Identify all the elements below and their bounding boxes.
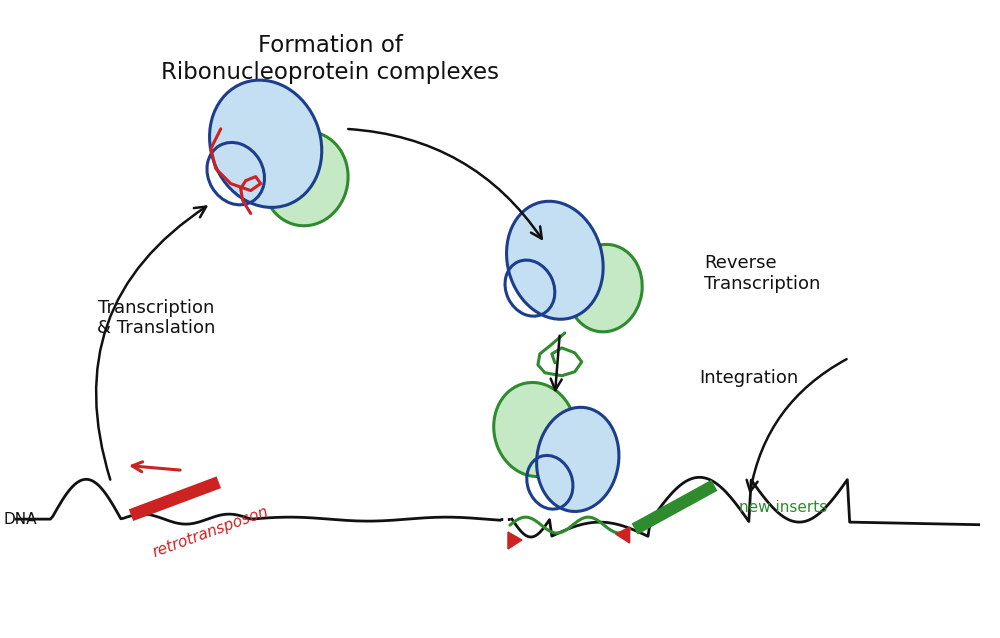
Ellipse shape: [507, 201, 603, 319]
Ellipse shape: [537, 407, 619, 512]
Polygon shape: [508, 532, 522, 549]
Ellipse shape: [494, 383, 576, 477]
Ellipse shape: [210, 80, 322, 207]
Text: retrotransposon: retrotransposon: [151, 504, 271, 560]
Text: Integration: Integration: [699, 369, 799, 387]
Ellipse shape: [567, 244, 642, 332]
Polygon shape: [616, 527, 630, 543]
Ellipse shape: [263, 131, 348, 226]
Text: Reverse
Transcription: Reverse Transcription: [704, 254, 821, 293]
Text: Transcription
& Translation: Transcription & Translation: [97, 299, 215, 338]
Text: DNA: DNA: [3, 512, 37, 526]
Text: Formation of
Ribonucleoprotein complexes: Formation of Ribonucleoprotein complexes: [161, 34, 499, 84]
Text: new inserts: new inserts: [739, 500, 828, 515]
